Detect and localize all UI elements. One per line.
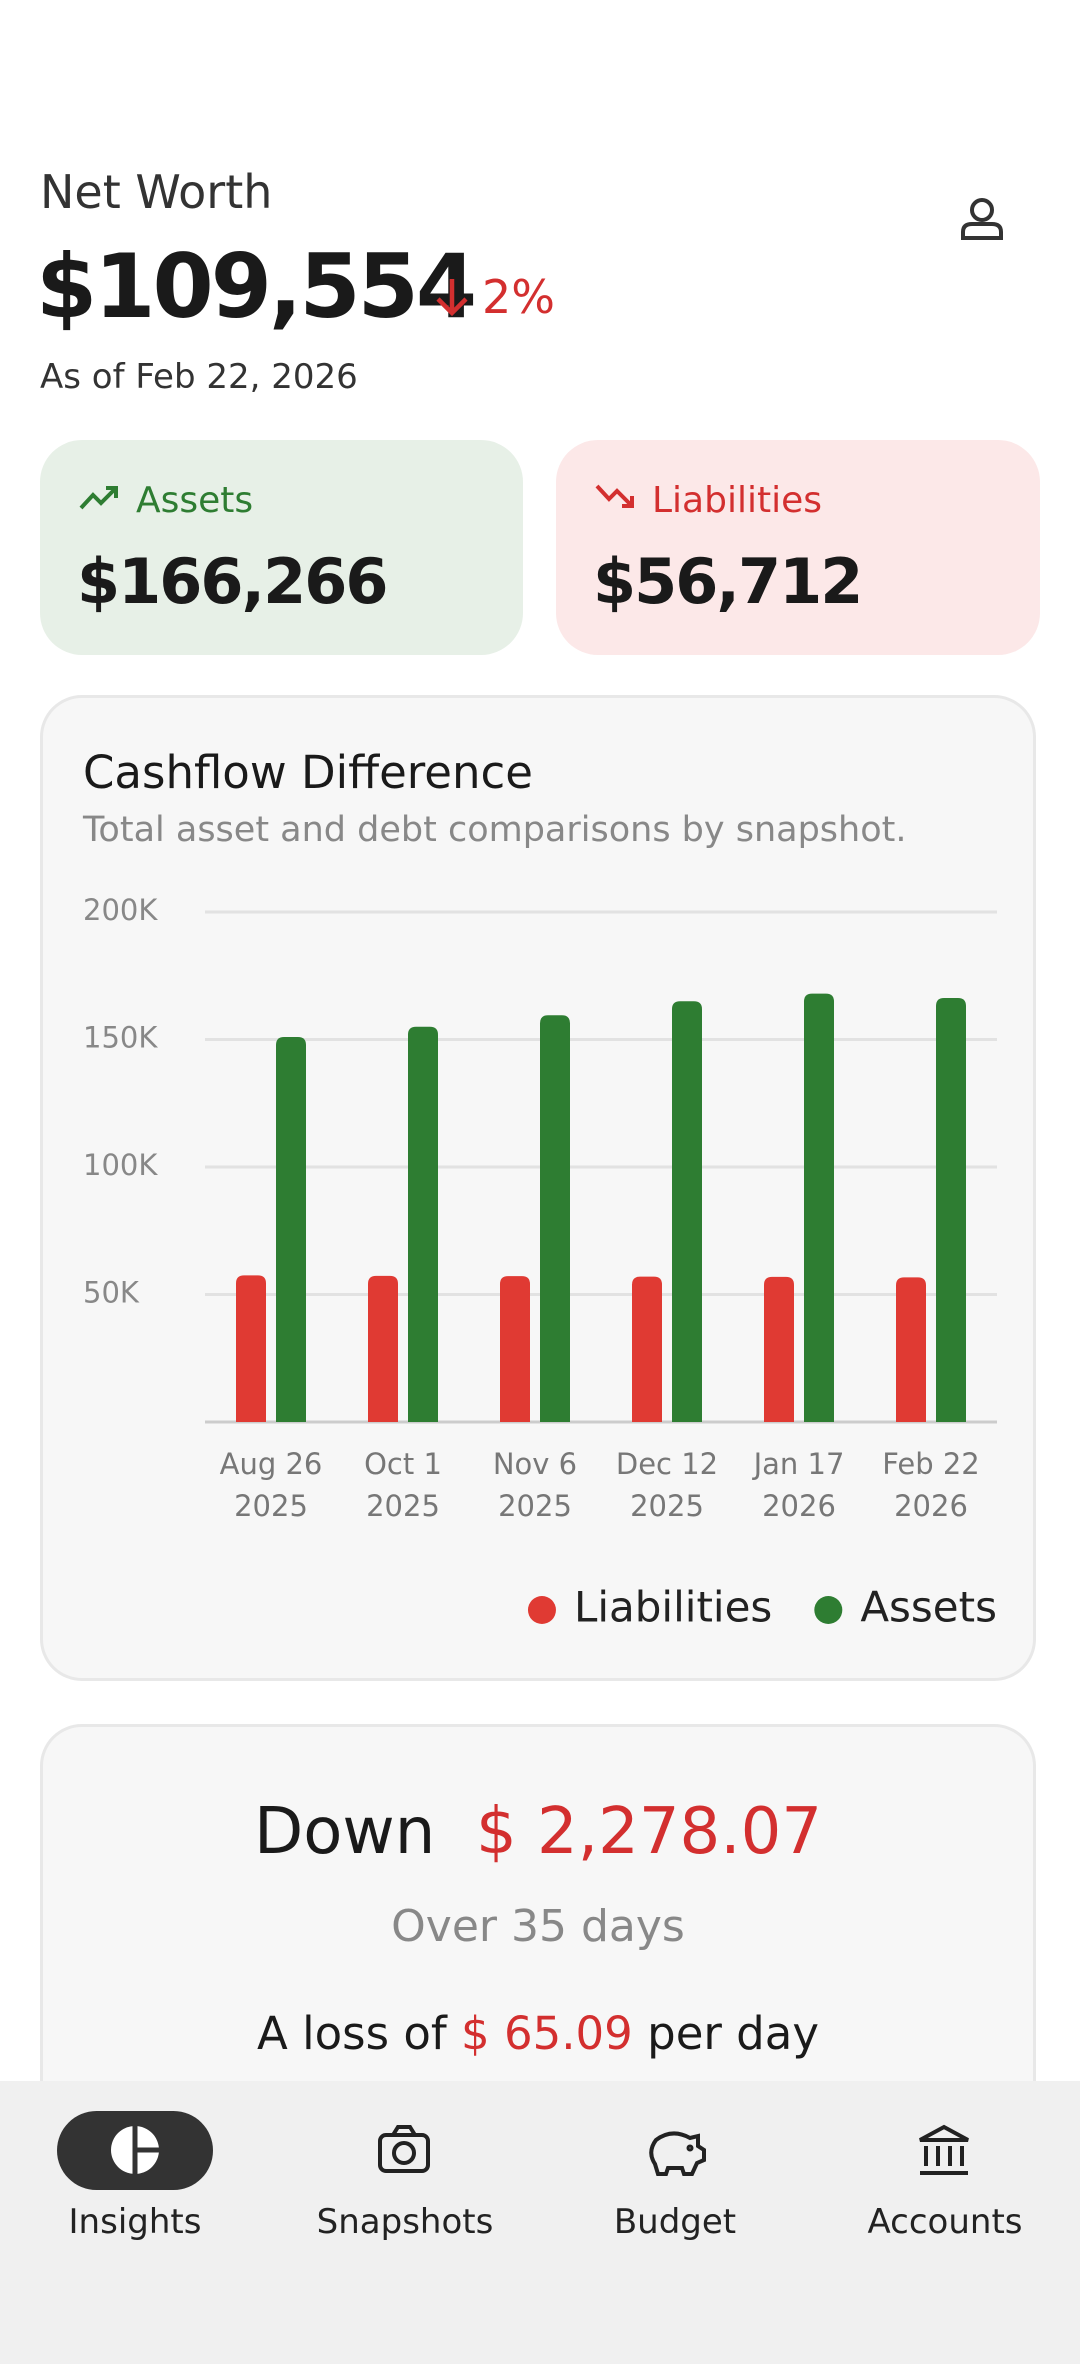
x-tick-label: Dec 12 2025 [615,1447,719,1523]
summary-headline: Down [253,1795,436,1869]
y-tick-label: 50K [83,1276,140,1310]
x-tick-label: Aug 26 2025 [219,1447,323,1523]
bar [764,1276,794,1422]
nav-accounts[interactable]: Accounts [867,2202,1023,2242]
y-tick-label: 100K [83,1148,158,1182]
x-tick-label: Feb 22 2026 [882,1447,980,1523]
liabilities-card[interactable]: Liabilities $56,712 [556,440,1040,655]
trend-up-icon [79,486,118,510]
chart-title: Cashflow Difference [83,746,533,799]
loss-prefix: A loss of [257,2007,447,2060]
x-tick-label: Jan 17 2026 [753,1447,845,1523]
down-arrow [436,279,468,317]
assets-value: $166,266 [77,545,389,618]
liabilities-value: $56,712 [593,545,863,618]
chart: 50K 100K 150K 200K Assets Liabilities [83,893,997,1632]
nav-icons [111,2124,969,2176]
chart-subtitle: Total asset and debt comparisons by snap… [83,810,907,850]
y-tick-label: 150K [83,1021,158,1055]
net-worth-label: Net Worth [40,165,273,219]
nav-budget[interactable]: Budget [613,2202,737,2242]
x-tick-label: Oct 1 2025 [364,1447,442,1523]
bar [804,993,834,1422]
y-tick-label: 200K [83,893,158,927]
loss-amount: $ 65.09 [461,2007,633,2060]
legend-marker [814,1596,843,1624]
liabilities-label: Liabilities [652,480,822,521]
bar [632,1276,662,1422]
bar [368,1275,398,1422]
chart-card [40,695,1036,1681]
x-tick-label: Nov 6 2025 [492,1447,578,1523]
assets-label: Assets [136,480,254,521]
bar [236,1275,266,1422]
assets-card[interactable]: Assets $166,266 [40,440,523,655]
bar [540,1015,570,1422]
trend-down-icon [595,484,634,508]
bar [408,1026,438,1422]
bar [672,1001,702,1422]
summary-period: Over 35 days [391,1901,685,1952]
as-of-date: As of Feb 22, 2026 [40,357,358,397]
bar [500,1276,530,1422]
bar [936,998,966,1422]
net-worth-change: 2% [482,270,555,324]
profile-button[interactable] [958,195,1006,243]
bar [276,1036,306,1422]
legend-label: Liabilities [574,1583,772,1632]
legend-marker [527,1596,556,1624]
nav-snapshots[interactable]: Snapshots [316,2202,494,2242]
loss-suffix: per day [647,2007,819,2060]
bar [896,1277,926,1422]
legend-label: Assets [860,1583,997,1632]
nav-insights[interactable]: Insights [68,2202,202,2242]
net-worth-value: $109,554 [36,235,477,338]
summary-amount: $ 2,278.07 [475,1795,823,1869]
